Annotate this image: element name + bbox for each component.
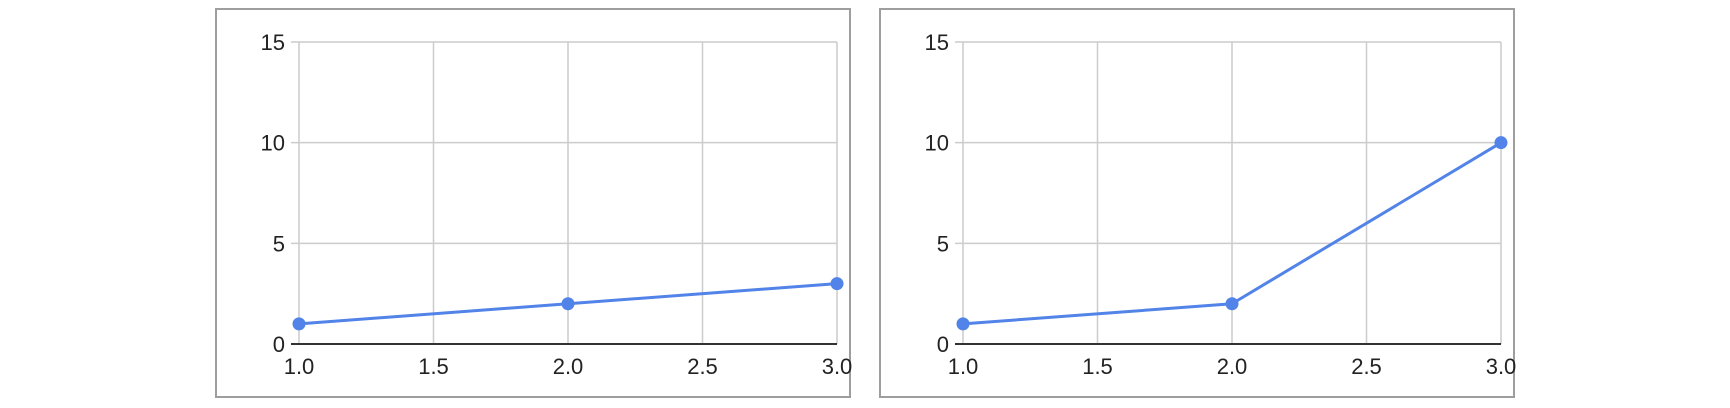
y-tick-label: 0	[273, 332, 285, 357]
y-tick-label: 10	[925, 131, 949, 156]
data-point	[1494, 136, 1508, 150]
x-tick-label: 1.0	[948, 354, 979, 379]
y-tick-label: 5	[937, 231, 949, 256]
y-tick-label: 0	[937, 332, 949, 357]
line-chart-right: 1.0 1.5 2.0 2.5 3.0 0 5 10 15	[879, 8, 1517, 398]
x-tick-label: 2.0	[1217, 354, 1248, 379]
x-tick-label: 1.5	[418, 354, 449, 379]
data-point	[292, 317, 306, 331]
x-tick-label: 3.0	[822, 354, 853, 379]
x-tick-label: 1.5	[1082, 354, 1113, 379]
chart-svg-left: 1.0 1.5 2.0 2.5 3.0 0 5 10 15	[261, 30, 853, 379]
data-point	[1225, 297, 1239, 311]
chart-svg-right: 1.0 1.5 2.0 2.5 3.0 0 5 10 15	[925, 30, 1517, 379]
y-tick-label: 5	[273, 231, 285, 256]
y-tick-label: 15	[261, 30, 285, 55]
x-tick-label: 2.5	[687, 354, 718, 379]
x-tick-label: 1.0	[284, 354, 315, 379]
x-tick-label: 2.5	[1351, 354, 1382, 379]
line-chart-left: 1.0 1.5 2.0 2.5 3.0 0 5 10 15	[215, 8, 853, 398]
y-tick-label: 15	[925, 30, 949, 55]
y-tick-label: 10	[261, 131, 285, 156]
x-tick-label: 3.0	[1486, 354, 1517, 379]
data-point	[956, 317, 970, 331]
x-tick-label: 2.0	[553, 354, 584, 379]
data-point	[830, 277, 844, 291]
data-point	[561, 297, 575, 311]
